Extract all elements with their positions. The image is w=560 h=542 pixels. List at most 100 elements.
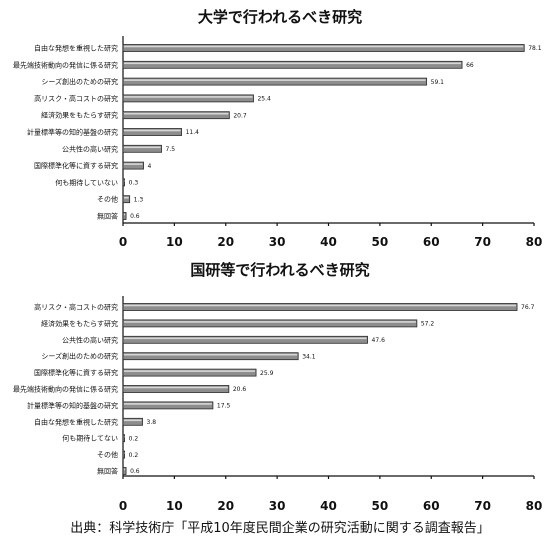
bar-highlight [124, 452, 125, 454]
category-label: 公共性の高い研究 [62, 144, 118, 153]
category-label: シーズ創出のための研究 [41, 77, 118, 86]
bar [122, 368, 257, 377]
bar [122, 77, 428, 86]
bar-highlight [124, 112, 229, 115]
x-tick-label: 10 [166, 499, 183, 513]
category-label: 国際標準化等に資する研究 [34, 368, 118, 377]
x-tick-label: 50 [372, 499, 389, 513]
bar [122, 94, 254, 103]
value-label: 7.5 [166, 146, 176, 153]
bar-highlight [124, 79, 426, 81]
bar [122, 401, 214, 410]
category-label: 最先端技術動向の発信に係る研究 [13, 385, 118, 394]
bar-highlight [124, 146, 161, 149]
bar-highlight [124, 419, 142, 422]
category-label: 経済効果をもたらす研究 [41, 319, 118, 328]
value-label: 57.2 [421, 321, 435, 328]
source-note: 出典：科学技術庁「平成10年度民間企業の研究活動に関する調査報告」 [70, 520, 490, 536]
value-label: 78.1 [528, 45, 542, 52]
x-tick-label: 30 [269, 235, 286, 249]
category-label: 自由な発想を重視した研究 [34, 44, 118, 53]
category-label: その他 [97, 450, 118, 459]
bar [122, 352, 299, 361]
bar [122, 319, 418, 328]
x-tick-label: 30 [269, 499, 286, 513]
x-tick-label: 50 [372, 235, 389, 249]
bar [122, 144, 162, 153]
bar-highlight [124, 45, 524, 48]
bar [122, 44, 525, 52]
x-tick-label: 0 [119, 499, 127, 513]
value-label: 47.6 [372, 337, 386, 344]
bar-highlight [124, 370, 256, 372]
category-label: 最先端技術動向の発信に係る研究 [13, 60, 118, 69]
value-label: 3.8 [147, 419, 157, 426]
chart-panel-national-labs: 国研等で行われるべき研究 0 10 20 30 40 50 60 70 80 高リスク・高コストの研… [13, 261, 542, 513]
value-label: 20.6 [233, 386, 247, 393]
category-label: 経済効果をもたらす研究 [41, 111, 118, 120]
bar-highlight [124, 163, 143, 165]
bar [122, 417, 143, 426]
bar-highlight [124, 321, 416, 323]
category-label: 計量標準等の知的基盤の研究 [27, 401, 118, 410]
x-tick-label: 20 [217, 499, 234, 513]
category-label: 無回答 [97, 467, 118, 476]
value-label: 66 [466, 62, 474, 69]
x-tick-label: 40 [320, 235, 337, 249]
x-tick-label: 40 [320, 499, 337, 513]
category-label: 国際標準化等に資する研究 [34, 161, 118, 170]
bar [122, 111, 230, 120]
bar-highlight [124, 468, 126, 471]
value-label: 34.1 [302, 353, 316, 360]
x-tick-label: 60 [423, 499, 440, 513]
x-tick-label: 0 [119, 235, 127, 249]
bar-highlight [124, 403, 212, 405]
x-tick-label: 10 [166, 235, 183, 249]
value-label: 0.2 [129, 435, 139, 442]
bar [122, 161, 144, 170]
category-label: 高リスク・高コストの研究 [34, 303, 118, 312]
chart-title: 国研等で行われるべき研究 [190, 261, 369, 279]
bar [122, 128, 182, 136]
value-label: 4 [148, 163, 152, 170]
category-label: 自由な発想を重視した研究 [34, 417, 118, 426]
value-label: 0.2 [129, 452, 139, 459]
x-tick-label: 70 [474, 499, 491, 513]
bar-highlight [124, 386, 228, 389]
x-tick-label: 70 [474, 235, 491, 249]
chart-panel-university: 大学で行われるべき研究 0 10 20 30 40 50 60 70 80 自由な発想を重視した研究… [13, 8, 542, 249]
category-label: 計量標準等の知的基盤の研究 [27, 128, 118, 137]
value-label: 1.3 [134, 196, 144, 203]
bar [122, 450, 126, 459]
bar [122, 303, 518, 311]
x-tick-label: 60 [423, 235, 440, 249]
bar-highlight [124, 196, 129, 199]
bar [122, 212, 127, 220]
bar [122, 385, 230, 393]
bar-highlight [124, 213, 126, 216]
bar-highlight [124, 96, 253, 98]
value-label: 59.1 [431, 79, 445, 86]
value-label: 0.6 [130, 468, 140, 475]
x-tick-label: 80 [526, 235, 543, 249]
bar-highlight [124, 180, 125, 182]
bar-highlight [124, 353, 298, 356]
x-tick-label: 80 [526, 499, 543, 513]
chart-title: 大学で行われるべき研究 [198, 8, 362, 26]
value-label: 25.4 [257, 96, 271, 103]
value-label: 20.7 [233, 112, 247, 119]
value-label: 25.9 [260, 370, 274, 377]
x-tick-label: 20 [217, 235, 234, 249]
value-label: 0.3 [129, 180, 139, 187]
category-label: 何も期待していない [55, 178, 118, 187]
bar [122, 195, 131, 204]
bar [122, 467, 127, 475]
bar-highlight [124, 62, 462, 65]
category-label: その他 [97, 195, 118, 204]
category-label: シーズ創出のための研究 [41, 352, 118, 361]
bar-highlight [124, 129, 181, 132]
bar-highlight [124, 337, 367, 340]
category-label: 無回答 [97, 212, 118, 221]
